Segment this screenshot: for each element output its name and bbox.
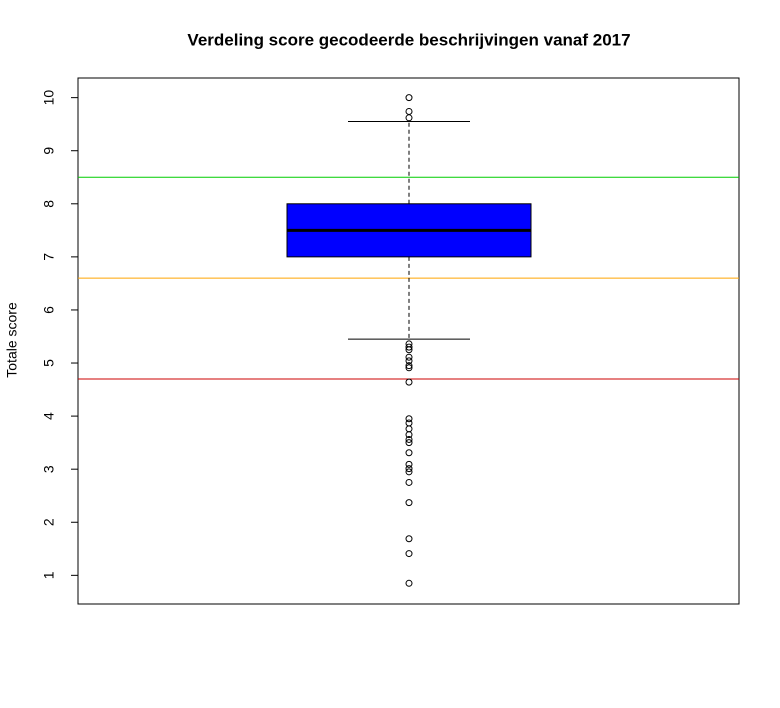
y-tick-label: 6 — [41, 306, 57, 314]
outlier — [405, 431, 413, 439]
outlier — [405, 353, 413, 361]
y-tick-label: 9 — [41, 147, 57, 155]
outlier — [405, 94, 413, 102]
outlier — [405, 460, 413, 468]
y-tick-label: 1 — [41, 571, 57, 579]
y-tick-label: 10 — [41, 90, 57, 106]
outlier — [405, 419, 413, 427]
y-tick-label: 4 — [41, 412, 57, 420]
outlier — [405, 362, 413, 370]
outlier — [405, 499, 413, 507]
chart-title: Verdeling score gecodeerde beschrijvinge… — [187, 30, 630, 49]
outlier — [405, 378, 413, 386]
outlier — [405, 468, 413, 476]
y-tick-label: 8 — [41, 200, 57, 208]
outlier — [405, 478, 413, 486]
outlier — [405, 357, 413, 365]
outlier — [405, 579, 413, 587]
y-tick-label: 5 — [41, 359, 57, 367]
y-tick-label: 3 — [41, 465, 57, 473]
outlier — [405, 449, 413, 457]
plot-frame — [77, 77, 740, 605]
outlier — [405, 343, 413, 351]
outlier — [405, 364, 413, 372]
outlier — [405, 346, 413, 354]
outlier — [405, 107, 413, 115]
outlier — [405, 550, 413, 558]
outlier — [405, 415, 413, 423]
outlier — [405, 435, 413, 443]
outlier — [405, 114, 413, 122]
y-tick-label: 7 — [41, 253, 57, 261]
y-axis-label: Totale score — [4, 302, 20, 378]
y-tick-label: 2 — [41, 518, 57, 526]
outlier — [405, 535, 413, 543]
outlier — [405, 425, 413, 433]
outlier — [405, 439, 413, 447]
outlier — [405, 465, 413, 473]
